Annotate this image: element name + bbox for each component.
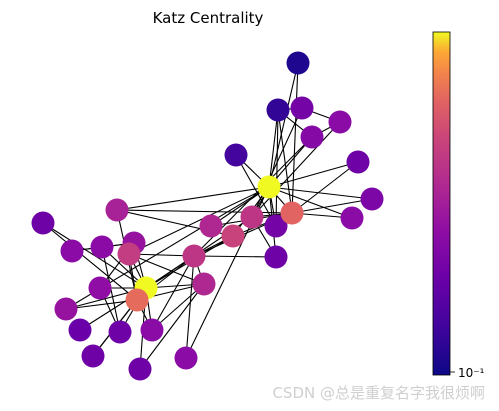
- network-node: [224, 143, 248, 167]
- network-node: [192, 272, 216, 296]
- network-node: [221, 224, 245, 248]
- network-node: [360, 187, 384, 211]
- network-node: [128, 357, 152, 381]
- network-node: [182, 244, 206, 268]
- network-edge: [268, 109, 279, 188]
- network-edge: [268, 186, 353, 219]
- network-node: [328, 110, 352, 134]
- network-edge: [210, 186, 270, 227]
- chart-title: Katz Centrality: [153, 9, 264, 27]
- network-node: [280, 201, 304, 225]
- network-node: [105, 198, 129, 222]
- network-edge: [128, 253, 205, 285]
- network-edge: [128, 186, 270, 255]
- network-edge: [268, 161, 359, 188]
- network-node: [54, 297, 78, 321]
- network-node: [240, 205, 264, 229]
- network-edge: [291, 161, 359, 214]
- network-node: [117, 242, 141, 266]
- network-node: [60, 239, 84, 263]
- network-edge: [268, 186, 373, 200]
- network-edge: [151, 255, 195, 331]
- network-node: [199, 214, 223, 238]
- network-node: [340, 206, 364, 230]
- network-edge: [151, 283, 205, 331]
- network-edge: [251, 121, 341, 218]
- network-node: [264, 245, 288, 269]
- network-edge: [268, 62, 299, 188]
- network-edge: [116, 186, 270, 211]
- network-node: [68, 318, 92, 342]
- colorbar: 10⁻¹: [432, 31, 485, 380]
- network-edge: [139, 283, 205, 370]
- network-node: [90, 235, 114, 259]
- network-edge: [291, 198, 373, 214]
- network-edge: [185, 255, 195, 359]
- network-nodes: [31, 51, 384, 381]
- network-node: [125, 288, 149, 312]
- network-node: [300, 125, 324, 149]
- network-node: [88, 276, 112, 300]
- network-edge: [116, 209, 293, 214]
- network-node: [286, 51, 310, 75]
- network-edge: [65, 299, 138, 310]
- network-edge: [275, 109, 279, 227]
- network-node: [266, 98, 290, 122]
- watermark: CSDN @总是重复名字我很烦啊: [272, 384, 485, 402]
- network-edge: [42, 222, 138, 301]
- network-node: [257, 175, 281, 199]
- network-node: [174, 346, 198, 370]
- network-edge: [235, 154, 277, 227]
- network-node: [108, 320, 132, 344]
- network-node: [290, 96, 314, 120]
- network-node: [31, 211, 55, 235]
- network-edge: [291, 62, 299, 214]
- network-edge: [277, 109, 293, 214]
- network-node: [264, 214, 288, 238]
- network-node: [346, 150, 370, 174]
- colorbar-gradient: [432, 31, 451, 376]
- colorbar-tick-label: 10⁻¹: [458, 366, 485, 380]
- network-node: [140, 318, 164, 342]
- network-node: [81, 344, 105, 368]
